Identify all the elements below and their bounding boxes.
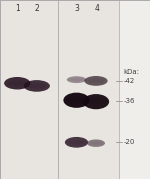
FancyBboxPatch shape: [0, 0, 119, 179]
FancyBboxPatch shape: [119, 0, 150, 179]
Ellipse shape: [7, 80, 27, 86]
Ellipse shape: [69, 78, 84, 81]
Ellipse shape: [83, 94, 109, 109]
Ellipse shape: [86, 98, 106, 105]
Ellipse shape: [68, 140, 85, 145]
Ellipse shape: [89, 142, 103, 145]
Text: 3: 3: [75, 4, 80, 13]
Text: 4: 4: [94, 4, 99, 13]
Text: kDa:: kDa:: [124, 69, 140, 75]
Text: -20: -20: [124, 139, 135, 145]
Ellipse shape: [87, 79, 105, 83]
Ellipse shape: [87, 139, 105, 147]
Ellipse shape: [65, 137, 88, 148]
Text: 1: 1: [15, 4, 20, 13]
Ellipse shape: [24, 80, 50, 92]
Ellipse shape: [84, 76, 108, 86]
Text: 2: 2: [34, 4, 39, 13]
Ellipse shape: [67, 76, 86, 83]
Ellipse shape: [63, 93, 90, 108]
Ellipse shape: [27, 83, 47, 89]
Ellipse shape: [4, 77, 30, 90]
Ellipse shape: [67, 97, 86, 104]
Text: -42: -42: [124, 78, 135, 84]
Text: -36: -36: [124, 98, 135, 104]
